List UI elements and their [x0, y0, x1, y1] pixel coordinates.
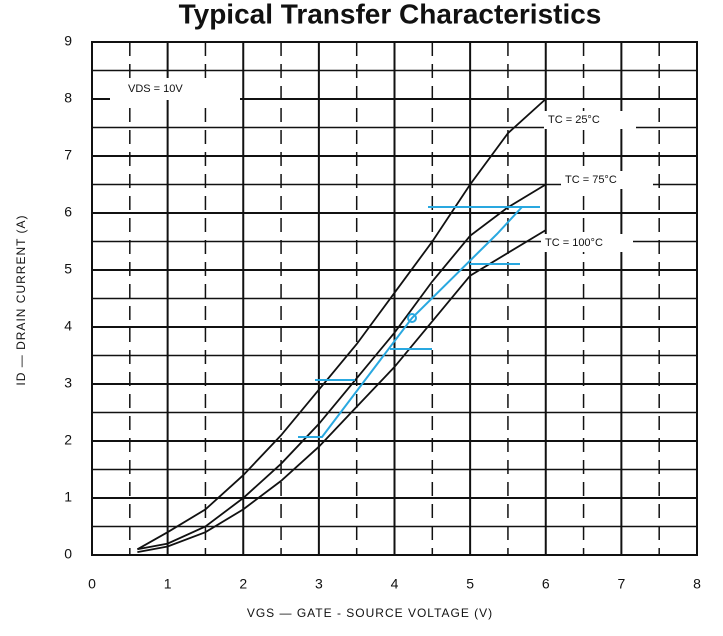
- legend-label: TC = 25°C: [548, 114, 600, 126]
- y-axis-label: ID — DRAIN CURRENT (A): [14, 214, 28, 385]
- x-tick-label: 7: [617, 576, 625, 592]
- series-line: [137, 229, 547, 554]
- highlight-point: [407, 313, 417, 323]
- x-tick-label: 4: [391, 576, 399, 592]
- series-line: [136, 98, 547, 551]
- y-tick-label: 6: [64, 204, 72, 220]
- highlight-line: [298, 206, 523, 438]
- x-axis-label: VGS — GATE - SOURCE VOLTAGE (V): [247, 606, 493, 620]
- legend-box: [561, 171, 653, 189]
- chart-title: Typical Transfer Characteristics: [179, 0, 602, 29]
- x-tick-label: 6: [542, 576, 550, 592]
- y-tick-label: 7: [64, 147, 72, 163]
- x-tick-label: 3: [315, 576, 323, 592]
- y-tick-label: 5: [64, 261, 72, 277]
- x-tick-label: 0: [88, 576, 96, 592]
- y-tick-label: 8: [64, 90, 72, 106]
- y-tick-label: 2: [64, 432, 72, 448]
- x-tick-label: 8: [693, 576, 701, 592]
- legend-box: [544, 111, 636, 129]
- legend-box: [541, 234, 633, 252]
- series-line: [137, 183, 547, 551]
- x-tick-label: 5: [466, 576, 474, 592]
- y-tick-label: 0: [64, 546, 72, 562]
- highlight-lines: [298, 206, 540, 438]
- annotation: VDS = 10V: [128, 83, 183, 95]
- x-tick-label: 2: [239, 576, 247, 592]
- y-tick-label: 3: [64, 375, 72, 391]
- y-tick-label: 1: [64, 489, 72, 505]
- legend-label: TC = 100°C: [545, 237, 603, 249]
- annotation-box: [110, 78, 240, 100]
- y-tick-label: 9: [64, 33, 72, 49]
- y-tick-label: 4: [64, 318, 72, 334]
- x-tick-label: 1: [164, 576, 172, 592]
- legend-label: TC = 75°C: [565, 174, 617, 186]
- plot: 0 1 2 3 4 5 6 7 8 0 1 2 3 4 5 6 7 8 9 TC = 25°C TC = 75°C TC …: [64, 33, 701, 592]
